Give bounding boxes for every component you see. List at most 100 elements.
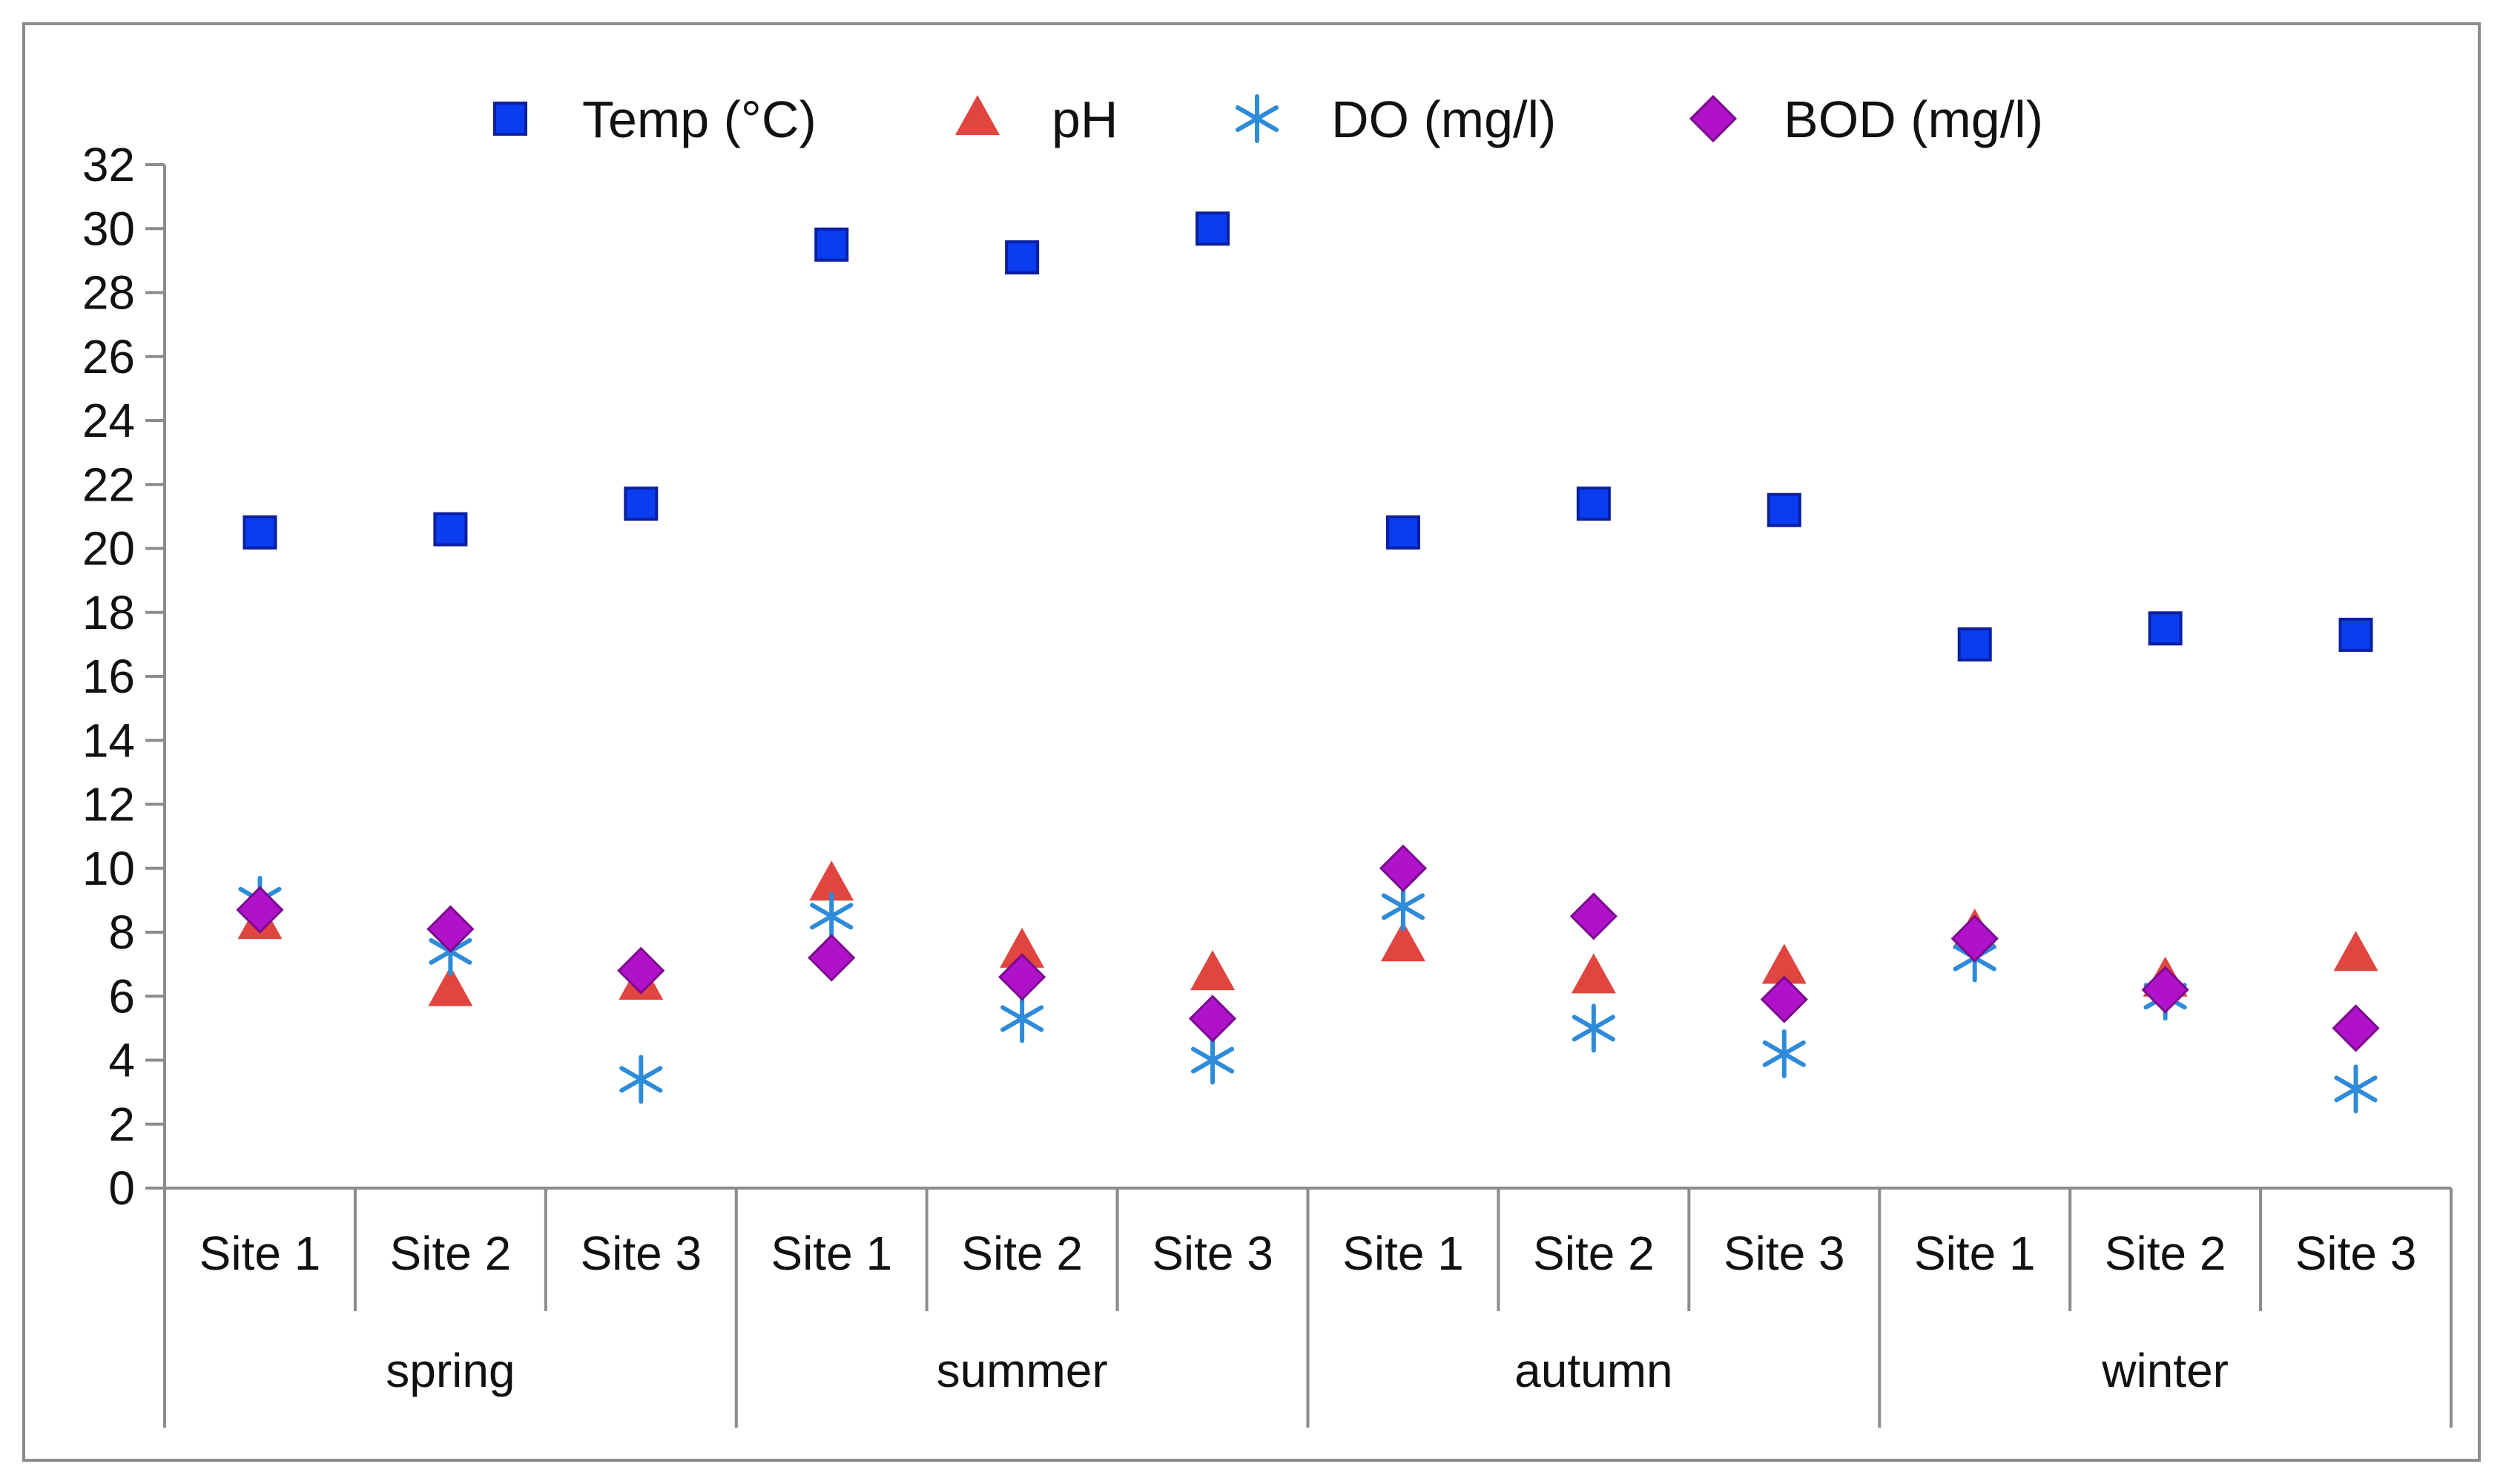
bod-point xyxy=(426,905,475,953)
legend-bod-label: BOD (mg/l) xyxy=(1784,90,2043,148)
x-tick-label: Site 3 xyxy=(580,1227,702,1280)
do-point xyxy=(1000,994,1044,1043)
temp-point xyxy=(1385,515,1420,550)
temp-point xyxy=(1957,627,1992,662)
legend-ph-marker xyxy=(955,95,1000,135)
legend-bod-marker xyxy=(1689,94,1738,143)
x-tick-label: Site 2 xyxy=(2105,1227,2226,1280)
series-temp xyxy=(243,211,2373,662)
temp-point xyxy=(1005,240,1040,275)
star-stroke xyxy=(619,1066,663,1093)
legend-ph-label: pH xyxy=(1052,90,1118,148)
y-tick-label: 10 xyxy=(82,842,135,895)
bod-point xyxy=(998,953,1046,1001)
bod-point xyxy=(1760,975,1808,1023)
bod-point xyxy=(1188,995,1237,1043)
square-marker-shape xyxy=(1385,515,1420,550)
star-stroke xyxy=(810,903,854,930)
bod-point xyxy=(2332,1004,2380,1052)
y-tick-label: 18 xyxy=(82,586,135,639)
temp-point xyxy=(243,515,277,550)
legend-item-bod: BOD (mg/l) xyxy=(1689,90,2043,148)
square-marker-shape xyxy=(433,512,468,547)
y-tick-label: 20 xyxy=(82,522,135,576)
ph-point xyxy=(1761,943,1807,984)
x-tick-label: Site 2 xyxy=(1533,1227,1655,1280)
group-label: summer xyxy=(937,1344,1108,1397)
series-bod xyxy=(236,844,2380,1052)
y-tick-label: 6 xyxy=(108,969,135,1023)
group-label: spring xyxy=(386,1344,515,1397)
star-stroke xyxy=(1572,1015,1615,1042)
legend-do-label: DO (mg/l) xyxy=(1331,90,1556,148)
bod-point xyxy=(808,934,856,982)
x-tick-label: Site 3 xyxy=(2295,1227,2417,1280)
bod-point xyxy=(1379,844,1428,892)
temp-point xyxy=(2338,617,2373,652)
legend-item-temp: Temp (°C) xyxy=(493,90,817,148)
square-marker-shape xyxy=(1576,487,1611,521)
ph-point xyxy=(1380,921,1425,962)
legend-do-marker xyxy=(1235,94,1279,143)
x-tick-label: Site 1 xyxy=(199,1227,321,1280)
square-marker-shape xyxy=(1005,240,1040,275)
y-tick-label: 32 xyxy=(82,138,135,191)
ph-point xyxy=(1190,950,1236,991)
y-tick-label: 8 xyxy=(108,906,135,959)
temp-point xyxy=(624,487,659,521)
x-tick-label: Site 1 xyxy=(1342,1227,1464,1280)
y-tick-label: 0 xyxy=(108,1161,135,1215)
legend-item-do: DO (mg/l) xyxy=(1235,90,1556,148)
legend-temp-marker xyxy=(493,102,527,136)
legend-temp-label: Temp (°C) xyxy=(582,90,817,148)
bod-point xyxy=(617,946,665,995)
square-marker-shape xyxy=(624,487,659,521)
legend-item-ph: pH xyxy=(955,90,1118,148)
y-tick-label: 14 xyxy=(82,713,135,767)
group-label: winter xyxy=(2101,1344,2229,1397)
y-tick-label: 16 xyxy=(82,650,135,703)
do-point xyxy=(1762,1029,1806,1078)
star-stroke xyxy=(2334,1075,2378,1103)
temp-point xyxy=(2148,611,2183,646)
x-tick-label: Site 3 xyxy=(1724,1227,1845,1280)
square-marker-shape xyxy=(493,102,527,136)
ph-point xyxy=(1571,953,1616,994)
temp-point xyxy=(433,512,468,547)
ph-point xyxy=(1000,927,1045,968)
series-ph xyxy=(237,860,2378,1006)
square-marker-shape xyxy=(814,227,849,262)
bod-point xyxy=(1569,892,1617,940)
x-tick-label: Site 2 xyxy=(390,1227,512,1280)
ph-point xyxy=(809,860,854,901)
y-tick-label: 4 xyxy=(108,1034,135,1087)
bod-point xyxy=(236,886,284,934)
square-marker-shape xyxy=(2338,617,2373,652)
temp-point xyxy=(1767,492,1801,527)
ph-point xyxy=(2333,931,2378,972)
star-stroke xyxy=(1000,1005,1044,1032)
x-tick-label: Site 3 xyxy=(1152,1227,1273,1280)
y-tick-label: 26 xyxy=(82,330,135,383)
y-tick-label: 2 xyxy=(108,1098,135,1151)
y-tick-label: 22 xyxy=(82,458,135,511)
group-label: autumn xyxy=(1514,1344,1672,1397)
x-tick-label: Site 1 xyxy=(1914,1227,2036,1280)
y-tick-label: 30 xyxy=(82,202,135,255)
bod-point xyxy=(2141,966,2189,1014)
temp-point xyxy=(1196,211,1230,246)
square-marker-shape xyxy=(2148,611,2183,646)
temp-point xyxy=(1576,487,1611,521)
star-stroke xyxy=(1235,105,1279,132)
y-tick-label: 28 xyxy=(82,266,135,320)
square-marker-shape xyxy=(243,515,277,550)
x-tick-label: Site 2 xyxy=(961,1227,1083,1280)
temp-point xyxy=(814,227,849,262)
do-point xyxy=(1572,1003,1615,1053)
bod-point xyxy=(1950,914,1999,963)
series-do xyxy=(238,875,2378,1114)
do-point xyxy=(2334,1064,2378,1114)
ph-point xyxy=(428,966,473,1006)
star-stroke xyxy=(1762,1040,1806,1067)
